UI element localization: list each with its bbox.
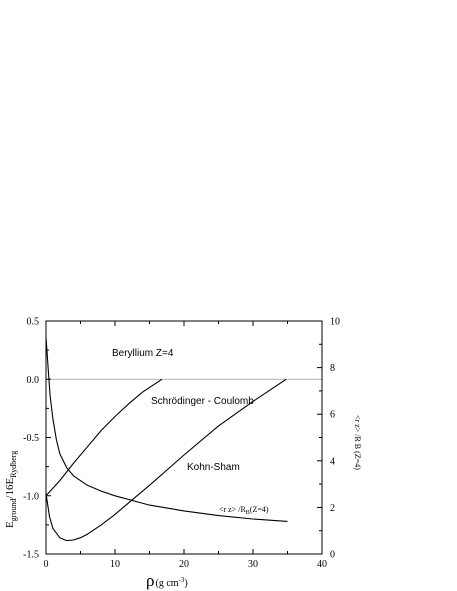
right-y-tick-label: 4 (330, 456, 335, 467)
x-tick-label: 40 (317, 559, 327, 570)
x-tick-label: 10 (110, 559, 120, 570)
right-y-tick-label: 8 (330, 363, 335, 374)
series-layer (45, 337, 288, 542)
series-line-3 (45, 337, 288, 522)
left-y-tick-label: 0.0 (27, 375, 40, 386)
left-axis-title: Eground/16ERydberg (4, 451, 18, 528)
annotation-radius-label: <r z> /RB(Z=4) (219, 505, 269, 516)
right-y-tick-label: 0 (330, 550, 335, 561)
left-y-tick-label: -1.0 (23, 491, 39, 502)
ticks-layer: 0 10 20 30 40 0.5 0.0 -0.5 -1.0 -1.5 0 2 4 6 8 10 (23, 317, 340, 571)
x-tick-label: 30 (248, 559, 258, 570)
annotation-schrodinger: Schrödinger - Coulomb (151, 396, 254, 407)
right-axis-title: <r z> /R B (Z=4) (353, 415, 362, 470)
right-y-tick-label: 10 (330, 317, 340, 328)
x-tick-label: 20 (179, 559, 189, 570)
right-y-tick-label: 6 (330, 410, 335, 421)
plot-frame (45, 320, 323, 555)
annotation-title: Beryllium Z=4 (112, 348, 174, 359)
left-y-tick-label: -0.5 (23, 433, 39, 444)
left-y-tick-label: 0.5 (27, 317, 40, 328)
annotation-kohn-sham: Kohn-Sham (187, 462, 240, 473)
x-axis-title: ρ(g cm-3) (146, 571, 188, 590)
left-y-tick-label: -1.5 (23, 550, 39, 561)
series-line-1 (45, 378, 163, 497)
right-y-tick-label: 2 (330, 503, 335, 514)
x-tick-label: 0 (44, 559, 49, 570)
series-line-2 (45, 378, 287, 542)
